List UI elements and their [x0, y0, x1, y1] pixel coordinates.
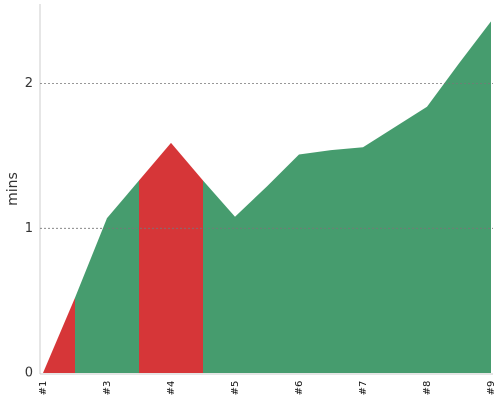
x-tick-label: #9	[486, 381, 497, 396]
y-tick-label: 1	[25, 221, 33, 236]
area-segment	[139, 142, 203, 373]
x-tick-label: #7	[358, 381, 369, 396]
x-tick-label: #5	[230, 381, 241, 396]
x-tick-label: #3	[102, 381, 113, 396]
x-tick-label: #1	[38, 381, 49, 396]
area-segment	[75, 180, 139, 373]
area-segment	[43, 297, 75, 373]
area-segment	[203, 21, 491, 373]
x-tick-label: #4	[166, 381, 177, 396]
x-tick-label: #6	[294, 381, 305, 396]
y-tick-label: 2	[25, 76, 33, 91]
y-axis-label: mins	[5, 172, 21, 206]
y-tick-label: 0	[25, 366, 33, 381]
areas	[43, 21, 491, 373]
x-tick-label: #8	[422, 381, 433, 396]
